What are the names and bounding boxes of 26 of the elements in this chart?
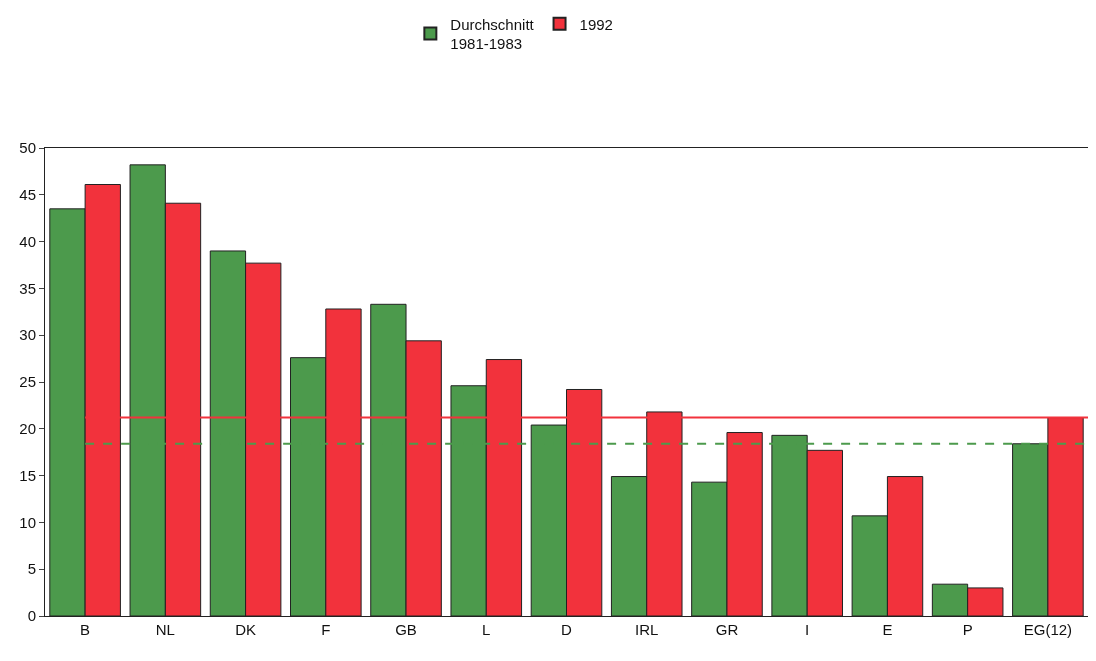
x-tick-label: P <box>962 621 973 638</box>
y-tick-label: 5 <box>27 560 36 578</box>
y-tick-label: 45 <box>19 186 36 204</box>
x-tick-label: GB <box>395 621 417 638</box>
x-tick-label: DK <box>235 621 256 638</box>
x-tick-label: E <box>882 621 893 638</box>
x-tick-label: EG(12) <box>1023 621 1073 638</box>
legend-label: 1992 <box>579 15 613 33</box>
x-tick-label: D <box>561 621 573 638</box>
y-tick-label: 15 <box>19 466 36 484</box>
y-tick-label: 50 <box>19 139 36 157</box>
x-tick-label: L <box>482 621 491 638</box>
y-tick-label: 20 <box>19 420 36 438</box>
y-tick-label: 35 <box>19 279 36 297</box>
x-tick-label: I <box>805 621 810 638</box>
y-tick-label: 0 <box>27 607 36 625</box>
legend-label: Durchschnitt 1981-1983 <box>450 15 535 53</box>
y-tick-label: 30 <box>19 326 36 344</box>
x-tick-label: F <box>321 621 331 638</box>
x-tick-label: B <box>80 621 91 638</box>
x-tick-label: GR <box>715 621 739 638</box>
y-tick-label: 40 <box>19 232 36 250</box>
y-tick-label: 10 <box>19 513 36 531</box>
x-tick-label: IRL <box>635 621 659 638</box>
x-tick-label: NL <box>155 621 175 638</box>
y-tick-label: 25 <box>19 373 36 391</box>
